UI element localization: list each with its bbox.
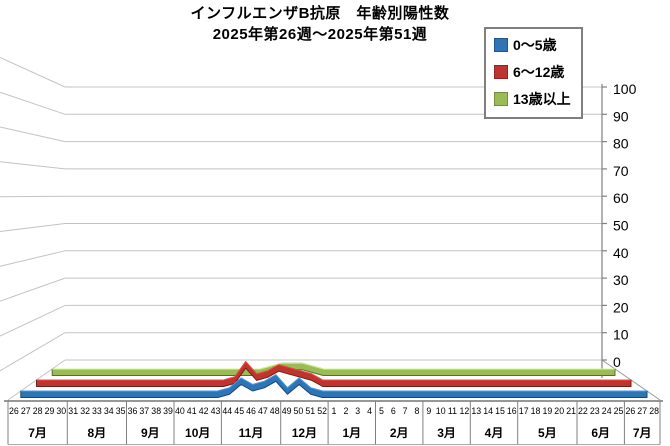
week-label: 30 bbox=[56, 406, 66, 416]
y-axis-tick-label: 100 bbox=[613, 81, 637, 97]
month-label: 11月 bbox=[239, 426, 264, 440]
chart-legend: 0～5歳 6～12歳 13歳以上 bbox=[484, 27, 583, 119]
month-label: 12月 bbox=[292, 426, 317, 440]
month-label: 2月 bbox=[390, 426, 409, 440]
y-axis-tick-label: 70 bbox=[613, 163, 629, 179]
legend-item-age-13-plus: 13歳以上 bbox=[494, 89, 571, 109]
week-label: 21 bbox=[566, 406, 576, 416]
week-label: 33 bbox=[92, 406, 102, 416]
legend-label: 0～5歳 bbox=[513, 37, 557, 53]
month-label: 1月 bbox=[342, 426, 361, 440]
week-label: 47 bbox=[258, 406, 268, 416]
week-label: 20 bbox=[554, 406, 564, 416]
week-label: 11 bbox=[448, 406, 457, 416]
y-axis-tick-label: 10 bbox=[613, 327, 629, 343]
week-label: 18 bbox=[531, 406, 541, 416]
week-label: 27 bbox=[637, 406, 647, 416]
week-label: 5 bbox=[379, 406, 384, 416]
week-label: 39 bbox=[163, 406, 173, 416]
week-label: 19 bbox=[543, 406, 553, 416]
week-label: 15 bbox=[495, 406, 505, 416]
week-label: 3 bbox=[355, 406, 360, 416]
y-axis-tick-label: 50 bbox=[613, 218, 629, 234]
week-label: 32 bbox=[80, 406, 90, 416]
chart-subtitle: 2025年第26週～2025年第51週 bbox=[212, 26, 428, 43]
x-axis-table: 26 27 28 29 30 31 32 33 34 35 36 37 38 39 40 41 42 43 44 45… bbox=[4, 400, 663, 445]
week-label: 48 bbox=[270, 406, 280, 416]
week-label: 10 bbox=[436, 406, 446, 416]
week-label: 35 bbox=[116, 406, 126, 416]
week-label: 1 bbox=[332, 406, 337, 416]
week-label: 51 bbox=[305, 406, 315, 416]
legend-swatch-green-icon bbox=[494, 92, 508, 106]
month-label: 10月 bbox=[185, 426, 210, 440]
week-label: 36 bbox=[128, 406, 138, 416]
week-label: 41 bbox=[187, 406, 197, 416]
legend-label: 6～12歳 bbox=[513, 64, 565, 80]
week-label: 37 bbox=[139, 406, 149, 416]
week-label: 12 bbox=[460, 406, 470, 416]
week-label: 9 bbox=[426, 406, 431, 416]
week-label: 16 bbox=[507, 406, 517, 416]
month-label: 9月 bbox=[141, 426, 160, 440]
week-label: 7 bbox=[403, 406, 408, 416]
week-label: 24 bbox=[602, 406, 612, 416]
week-label: 26 bbox=[9, 406, 19, 416]
month-label: 4月 bbox=[485, 426, 504, 440]
week-label: 23 bbox=[590, 406, 600, 416]
legend-label: 13歳以上 bbox=[513, 91, 571, 107]
week-label: 17 bbox=[519, 406, 529, 416]
month-label: 7月 bbox=[633, 426, 652, 440]
week-label: 46 bbox=[246, 406, 256, 416]
week-label: 34 bbox=[104, 406, 114, 416]
week-label: 14 bbox=[483, 406, 493, 416]
week-label: 26 bbox=[626, 406, 636, 416]
legend-swatch-blue-icon bbox=[494, 38, 508, 52]
y-axis-tick-label: 40 bbox=[613, 245, 629, 261]
week-label: 4 bbox=[367, 406, 372, 416]
week-label: 13 bbox=[471, 406, 481, 416]
month-label: 8月 bbox=[88, 426, 107, 440]
legend-item-age-6-12: 6～12歳 bbox=[494, 62, 571, 82]
month-label: 6月 bbox=[591, 426, 610, 440]
week-label: 29 bbox=[45, 406, 55, 416]
week-label: 2 bbox=[343, 406, 348, 416]
y-axis-tick-label: 80 bbox=[613, 136, 629, 152]
week-label: 45 bbox=[234, 406, 244, 416]
y-axis-labels: 0 10 20 30 40 50 60 70 80 90 100 bbox=[602, 81, 637, 370]
week-label: 25 bbox=[614, 406, 624, 416]
y-axis-tick-label: 60 bbox=[613, 190, 629, 206]
week-label: 8 bbox=[415, 406, 420, 416]
week-label: 6 bbox=[391, 406, 396, 416]
week-label: 43 bbox=[211, 406, 221, 416]
y-axis-tick-label: 0 bbox=[613, 354, 621, 370]
chart-title-block: インフルエンザB抗原 年齢別陽性数 2025年第26週～2025年第51週 bbox=[0, 3, 640, 45]
week-label: 38 bbox=[151, 406, 161, 416]
y-axis-tick-label: 30 bbox=[613, 272, 629, 288]
week-label: 52 bbox=[317, 406, 327, 416]
week-label: 31 bbox=[68, 406, 78, 416]
week-label: 28 bbox=[649, 406, 659, 416]
week-label: 50 bbox=[294, 406, 304, 416]
y-axis-tick-label: 20 bbox=[613, 299, 629, 315]
month-label: 7月 bbox=[28, 426, 47, 440]
y-axis-tick-label: 90 bbox=[613, 108, 629, 124]
month-label: 5月 bbox=[538, 426, 557, 440]
week-label: 42 bbox=[199, 406, 209, 416]
legend-swatch-red-icon bbox=[494, 65, 508, 79]
legend-item-age-0-5: 0～5歳 bbox=[494, 35, 571, 55]
chart-title: インフルエンザB抗原 年齢別陽性数 bbox=[190, 5, 450, 22]
week-label: 28 bbox=[33, 406, 43, 416]
week-label: 44 bbox=[222, 406, 232, 416]
week-label: 49 bbox=[282, 406, 292, 416]
week-label: 22 bbox=[578, 406, 588, 416]
week-label: 40 bbox=[175, 406, 185, 416]
week-label: 27 bbox=[21, 406, 31, 416]
month-label: 3月 bbox=[437, 426, 456, 440]
